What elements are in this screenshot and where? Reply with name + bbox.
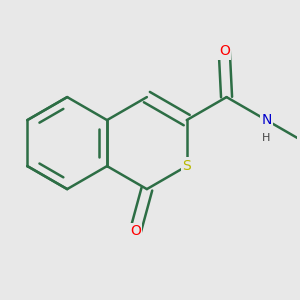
Text: H: H — [262, 133, 271, 142]
Text: O: O — [219, 44, 230, 58]
Text: S: S — [182, 159, 191, 173]
Text: N: N — [261, 113, 272, 127]
Text: O: O — [130, 224, 141, 239]
